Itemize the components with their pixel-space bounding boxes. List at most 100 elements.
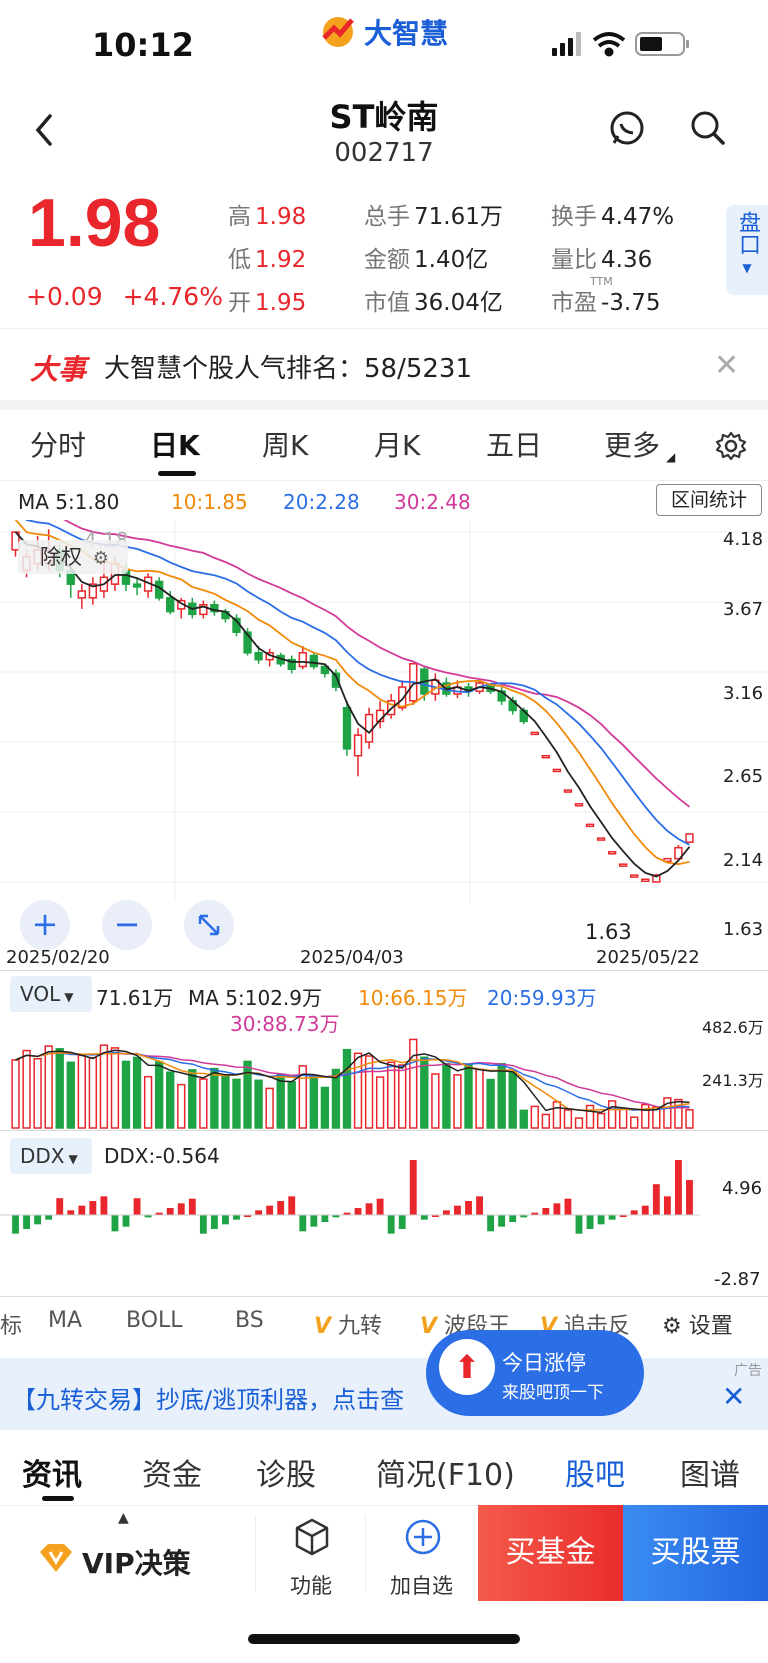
indicator-tab-boll[interactable]: BOLL	[126, 1308, 183, 1333]
tab-day-k[interactable]: 日K	[150, 429, 200, 462]
vol-ma30: 30:88.73万	[230, 1012, 340, 1036]
ex-rights-toggle[interactable]: 除权 ⚙	[18, 540, 128, 574]
range-stats-button[interactable]: 区间统计	[656, 484, 762, 516]
function-button-label[interactable]: 功能	[290, 1574, 332, 1598]
vip-decision-button[interactable]: VIP决策	[82, 1547, 191, 1580]
indicator-tab-jiuzhuan[interactable]: V 九转	[314, 1314, 383, 1339]
ddx-bar	[365, 1203, 373, 1215]
candle-body	[77, 590, 86, 599]
indicator-tab[interactable]: 标	[0, 1314, 23, 1339]
ad-text[interactable]: 【九转交易】抄底/逃顶利器，点击查	[12, 1386, 405, 1414]
ddx-bar	[299, 1215, 307, 1232]
close-icon[interactable]: ✕	[714, 348, 740, 383]
news-text[interactable]: 大智慧个股人气排名：58/5231	[104, 354, 473, 384]
candle-body	[619, 863, 628, 867]
volume-bar	[619, 1108, 628, 1129]
tab-five-day[interactable]: 五日	[486, 429, 543, 462]
stat-pe: 市盈 -3.75	[551, 290, 661, 316]
tab-atlas[interactable]: 图谱	[680, 1458, 740, 1493]
candle-body	[331, 672, 341, 688]
tab-forum[interactable]: 股吧	[565, 1458, 625, 1493]
buy-fund-button[interactable]: 买基金	[478, 1505, 623, 1601]
volume-bar	[375, 1076, 385, 1129]
volume-bar	[475, 1068, 484, 1129]
cube-icon[interactable]	[294, 1518, 330, 1556]
volume-bar	[287, 1080, 296, 1129]
ddx-bar	[177, 1203, 185, 1215]
back-icon[interactable]	[30, 110, 60, 150]
volume-bar	[66, 1061, 75, 1129]
y-tick-label: 3.16	[723, 683, 764, 704]
expand-up-icon[interactable]: ▲	[118, 1510, 129, 1526]
zoom-in-button[interactable]: +	[20, 900, 70, 950]
volume-chart[interactable]	[0, 1010, 768, 1130]
vol-indicator-select[interactable]: VOL ▼	[10, 976, 92, 1012]
settings-icon[interactable]	[715, 430, 747, 462]
wifi-icon	[592, 32, 626, 57]
y-tick-label: 1.63	[723, 919, 764, 940]
ex-rights-label: 除权	[40, 545, 82, 569]
tab-news[interactable]: 资讯	[22, 1458, 82, 1493]
candle-body	[685, 833, 694, 843]
chat-icon[interactable]	[609, 110, 645, 146]
indicator-tab-ma[interactable]: MA	[48, 1308, 83, 1333]
ddx-bar	[630, 1210, 638, 1215]
search-icon[interactable]	[690, 110, 726, 146]
x-tick-label: 2025/04/03	[300, 947, 404, 968]
add-circle-icon[interactable]	[404, 1518, 442, 1556]
volume-bar	[55, 1048, 64, 1129]
ddx-chart[interactable]	[0, 1160, 768, 1295]
volume-bar	[508, 1071, 517, 1129]
candle-body	[607, 851, 617, 855]
tab-fenshi[interactable]: 分时	[30, 429, 87, 462]
ma10-label: 10:1.85	[171, 490, 248, 514]
news-bar[interactable]	[0, 328, 768, 400]
indicator-tab-bs[interactable]: BS	[235, 1308, 264, 1333]
brand-icon	[322, 17, 354, 47]
tab-month-k[interactable]: 月K	[374, 429, 421, 462]
candle-body	[652, 874, 661, 883]
gear-icon[interactable]: ⚙	[92, 548, 109, 569]
ma30-label: 30:2.48	[394, 490, 471, 514]
volume-bar	[353, 1052, 363, 1129]
ddx-bar	[67, 1210, 75, 1215]
close-icon[interactable]: ✕	[722, 1380, 746, 1413]
ddx-bar	[288, 1196, 296, 1215]
ddx-indicator-select[interactable]: DDX ▼	[10, 1138, 92, 1174]
candle-body	[585, 823, 595, 828]
volume-bar	[33, 1057, 42, 1129]
pankou-button[interactable]: 盘口 ▼	[726, 205, 768, 295]
tab-f10[interactable]: 简况(F10)	[376, 1458, 515, 1493]
add-watchlist-label[interactable]: 加自选	[390, 1574, 453, 1598]
ddx-bar	[454, 1205, 461, 1215]
candle-body	[199, 603, 208, 616]
volume-bar	[99, 1044, 109, 1129]
tab-week-k[interactable]: 周K	[262, 429, 309, 462]
ddx-bar	[199, 1215, 207, 1234]
popup-title: 今日涨停	[502, 1351, 586, 1375]
candle-body	[254, 652, 263, 661]
tab-funds[interactable]: 资金	[142, 1458, 202, 1493]
tab-more[interactable]: 更多	[604, 429, 661, 462]
caret-down-icon: ▼	[64, 990, 74, 1004]
candle-body	[641, 878, 650, 883]
divider	[365, 1515, 366, 1591]
tab-diagnosis[interactable]: 诊股	[256, 1458, 316, 1493]
ddx-bar	[233, 1215, 240, 1220]
ddx-bar	[332, 1215, 340, 1218]
caret-down-icon: ▼	[742, 261, 752, 275]
ddx-value: DDX:-0.564	[104, 1144, 220, 1168]
ddx-bars	[0, 1160, 700, 1234]
candle-body	[398, 686, 407, 709]
zoom-out-button[interactable]: −	[102, 900, 152, 950]
chart-grid	[0, 520, 768, 902]
indicator-settings[interactable]: ⚙ 设置	[662, 1314, 733, 1339]
tab-indicator	[158, 471, 196, 476]
ddx-bar	[310, 1215, 318, 1227]
buy-stock-button[interactable]: 买股票	[623, 1505, 768, 1601]
divider	[0, 970, 768, 971]
volume-bar	[121, 1060, 131, 1129]
fullscreen-button[interactable]	[184, 900, 234, 950]
volume-bar	[674, 1098, 683, 1129]
status-time: 10:12	[92, 26, 194, 64]
